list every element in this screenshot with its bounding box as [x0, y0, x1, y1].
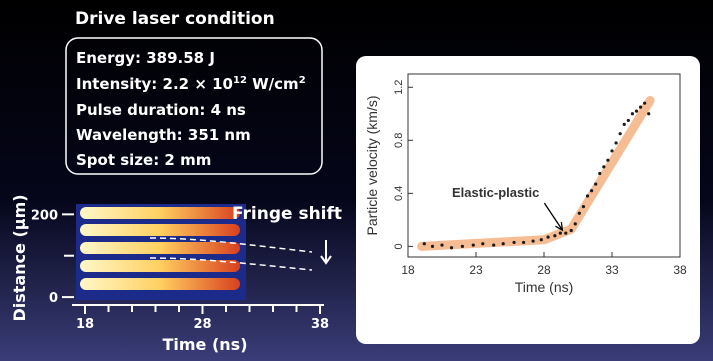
y-tick-label: 0 [49, 291, 58, 306]
data-point [481, 242, 484, 245]
spot: Spot size: 2 mm [76, 151, 211, 169]
title: Drive laser condition [75, 9, 275, 29]
data-point [586, 194, 589, 197]
data-point [578, 212, 581, 215]
data-point [574, 222, 577, 225]
data-point [540, 238, 543, 241]
data-point [564, 232, 567, 235]
intensity-unit: W/cm [247, 75, 299, 93]
y-axis-label: Distance (μm) [10, 194, 29, 321]
x-tick-label: 28 [537, 263, 551, 277]
data-point [532, 239, 535, 242]
data-point [423, 242, 426, 245]
data-point [647, 112, 650, 115]
data-point [590, 189, 593, 192]
data-point [635, 110, 638, 113]
y-tick-label: 200 [31, 208, 58, 223]
intensity: Intensity: 2.2 × 1012 W/cm2 [76, 75, 306, 93]
y-tick-label: 0 [393, 243, 405, 249]
data-point [502, 242, 505, 245]
data-point [614, 141, 617, 144]
data-point [639, 106, 642, 109]
wavelength: Wavelength: 351 nm [76, 126, 251, 144]
slide: Drive laser condition Energy: 389.58 J I… [0, 0, 713, 361]
data-point [553, 234, 556, 237]
x-axis-label: Time (ns) [162, 335, 247, 354]
y-tick-label: 1.2 [393, 80, 405, 95]
intensity-unit-exp: 2 [299, 75, 306, 86]
y-tick-label: 0.8 [393, 133, 405, 148]
x-axis-label: Time (ns) [515, 279, 574, 295]
data-point [570, 229, 573, 232]
data-point [619, 132, 622, 135]
data-point [602, 165, 605, 168]
data-point [623, 123, 626, 126]
data-point [461, 245, 464, 248]
x-tick-label: 33 [605, 263, 619, 277]
data-point [440, 243, 443, 246]
data-point [472, 243, 475, 246]
annotation: Elastic-plastic [452, 185, 539, 200]
data-point [627, 119, 630, 122]
data-point [631, 112, 634, 115]
data-point [610, 149, 613, 152]
data-point [559, 232, 562, 235]
x-tick-label: 38 [311, 317, 329, 332]
data-point [582, 205, 585, 208]
intensity-base: Intensity: 2.2 × 10 [76, 75, 233, 93]
data-point [512, 241, 515, 244]
data-point [643, 102, 646, 105]
data-point [431, 245, 434, 248]
y-axis-label: Particle velocity (km/s) [364, 95, 380, 235]
data-point [598, 172, 601, 175]
energy: Energy: 389.58 J [76, 49, 215, 67]
x-tick-label: 28 [193, 317, 211, 332]
data-point [450, 246, 453, 249]
data-point [522, 241, 525, 244]
x-tick-label: 18 [401, 263, 415, 277]
data-point [594, 182, 597, 185]
pulse: Pulse duration: 4 ns [76, 101, 246, 119]
data-point [492, 243, 495, 246]
annotation: Fringe shift [232, 204, 342, 224]
data-point [546, 236, 549, 239]
x-tick-label: 38 [673, 263, 687, 277]
data-point [606, 159, 609, 162]
intensity-exp: 12 [233, 75, 247, 86]
x-tick-label: 18 [76, 317, 94, 332]
y-tick-label: 0.4 [393, 186, 405, 201]
x-tick-label: 23 [469, 263, 483, 277]
